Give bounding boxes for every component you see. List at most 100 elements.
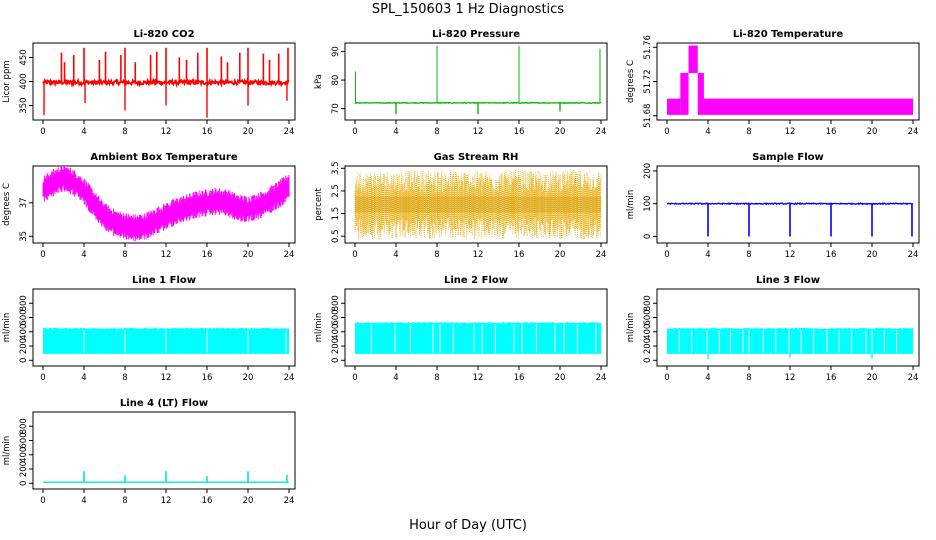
y-tick-label: 600 [643, 309, 653, 325]
x-tick-label: 24 [596, 250, 607, 260]
x-tick-label: 8 [122, 127, 127, 137]
y-tick-label: 35 [19, 231, 29, 242]
x-tick-label: 16 [826, 127, 837, 137]
x-tick-label: 4 [705, 250, 710, 260]
y-tick-label: 0 [331, 358, 341, 363]
x-tick-label: 20 [555, 250, 566, 260]
y-tick-label: 200 [643, 163, 653, 179]
y-tick-label: 800 [643, 295, 653, 311]
x-tick-label: 8 [746, 127, 751, 137]
y-tick-label: 400 [19, 447, 29, 463]
x-tick-label: 16 [514, 127, 525, 137]
y-axis-label: degrees C [2, 183, 12, 226]
x-tick-label: 0 [664, 373, 669, 383]
y-axis-label: kPa [314, 74, 324, 89]
data-series [354, 170, 602, 239]
y-tick-label: 100 [643, 196, 653, 212]
y-tick-label: 51.68 [643, 104, 653, 128]
x-tick-label: 16 [826, 373, 837, 383]
plot-frame [344, 165, 608, 244]
x-tick-label: 4 [81, 127, 86, 137]
x-tick-label: 12 [161, 496, 172, 506]
y-tick-label: 400 [19, 324, 29, 340]
x-tick-label: 4 [705, 127, 710, 137]
y-tick-label: 0 [643, 234, 653, 239]
y-tick-label: 37 [19, 197, 29, 208]
step-band [680, 72, 689, 115]
x-tick-label: 4 [393, 127, 398, 137]
x-tick-label: 20 [243, 373, 254, 383]
x-tick-label: 20 [243, 250, 254, 260]
x-tick-label: 8 [122, 373, 127, 383]
x-tick-label: 16 [514, 250, 525, 260]
data-series [666, 327, 914, 359]
y-tick-label: 3.5 [331, 161, 341, 175]
y-tick-label: 80 [331, 75, 341, 86]
x-tick-label: 16 [202, 496, 213, 506]
plot-frame [656, 288, 920, 367]
y-axis-label: ml/min [2, 313, 12, 343]
panel-4: Ambient Box Temperature 0 4 8 12 16 20 24 35 37 de… [2, 152, 296, 260]
panel-2: Li-820 Pressure 0 4 8 12 16 20 24 70 80 90 kPa [314, 29, 608, 137]
plot-frame [32, 165, 296, 244]
y-tick-label: 51.72 [643, 69, 653, 93]
series-line [42, 327, 290, 331]
flow-band [355, 323, 601, 354]
y-tick-label: 90 [331, 46, 341, 57]
x-tick-label: 8 [746, 373, 751, 383]
data-series [42, 167, 290, 242]
plot-frame [344, 42, 608, 121]
panel-title: Gas Stream RH [434, 152, 519, 163]
panel-title: Sample Flow [752, 152, 824, 163]
plot-frame [32, 288, 296, 367]
step-band [688, 45, 698, 73]
step-band [697, 72, 704, 115]
x-tick-label: 8 [746, 250, 751, 260]
data-series [666, 202, 914, 237]
x-tick-label: 24 [596, 373, 607, 383]
step-band [667, 98, 681, 115]
x-tick-label: 12 [473, 127, 484, 137]
x-tick-label: 8 [434, 373, 439, 383]
panel-3: Li-820 Temperature 0 4 8 12 16 20 24 51.68 51.72 5… [626, 29, 920, 137]
y-tick-label: 400 [643, 324, 653, 340]
y-tick-label: 200 [643, 338, 653, 354]
x-tick-label: 20 [867, 373, 878, 383]
x-tick-label: 0 [664, 127, 669, 137]
x-tick-label: 20 [555, 127, 566, 137]
y-tick-label: 200 [331, 338, 341, 354]
x-tick-label: 4 [705, 373, 710, 383]
data-series [42, 47, 290, 118]
y-tick-label: 1.5 [331, 207, 341, 221]
y-tick-label: 200 [19, 461, 29, 477]
y-axis-label: ml/min [626, 190, 636, 220]
x-tick-label: 4 [393, 250, 398, 260]
x-tick-label: 0 [352, 127, 357, 137]
step-band [703, 98, 913, 115]
data-series [42, 327, 290, 354]
x-axis-label: Hour of Day (UTC) [409, 518, 527, 533]
x-tick-label: 24 [284, 496, 295, 506]
series-line [354, 321, 602, 325]
y-axis-label: percent [314, 188, 324, 221]
plot-frame [32, 411, 296, 490]
panel-title: Ambient Box Temperature [90, 152, 237, 163]
data-series [43, 471, 289, 483]
y-tick-label: 600 [19, 309, 29, 325]
data-series [667, 45, 913, 115]
y-tick-label: 600 [19, 432, 29, 448]
panel-title: Line 3 Flow [756, 275, 820, 286]
y-tick-label: 200 [19, 338, 29, 354]
y-tick-label: 350 [19, 97, 29, 113]
y-axis-label: ml/min [2, 436, 12, 466]
x-tick-label: 16 [826, 250, 837, 260]
x-tick-label: 12 [161, 127, 172, 137]
x-tick-label: 4 [81, 496, 86, 506]
x-tick-label: 8 [434, 250, 439, 260]
y-axis-label: ml/min [626, 313, 636, 343]
y-tick-label: 800 [19, 418, 29, 434]
